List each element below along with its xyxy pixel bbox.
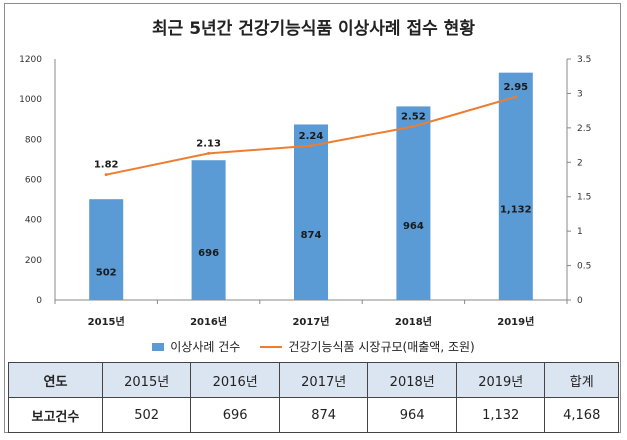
table-header-row: 연도 2015년 2016년 2017년 2018년 2019년 합계	[8, 362, 619, 398]
legend-swatch-bar	[152, 342, 165, 351]
bar	[191, 160, 226, 300]
y-left-tick-label: 600	[25, 176, 42, 186]
legend-swatch-line	[260, 345, 283, 348]
table-cell: 502	[101, 397, 192, 433]
legend: 이상사례 건수 건강기능식품 시장규모(매출액, 조원)	[0, 338, 627, 355]
table-row: 보고건수 502 696 874 964 1,132 4,168	[8, 397, 619, 433]
y-right-tick-label: 2.5	[577, 124, 591, 134]
bar	[294, 124, 328, 300]
table-cell: 1,132	[455, 397, 546, 433]
bar	[89, 199, 124, 300]
legend-item-bar: 이상사례 건수	[152, 338, 240, 355]
y-right-tick-label: 0	[577, 296, 583, 306]
table-header-cell: 2018년	[367, 362, 457, 398]
line-point	[104, 173, 108, 177]
line-data-label: 2.52	[401, 111, 426, 122]
line-data-label: 2.24	[299, 131, 324, 142]
x-tick-label: 2018년	[395, 315, 432, 328]
y-left-tick-label: 0	[36, 296, 42, 306]
table-header-cell: 2015년	[101, 362, 192, 398]
line-point	[514, 95, 518, 99]
x-tick-label: 2017년	[292, 315, 329, 328]
y-left-tick-label: 200	[25, 256, 42, 266]
line-point	[207, 151, 211, 155]
bar-data-label: 502	[96, 268, 117, 279]
line-data-label: 1.82	[94, 160, 119, 171]
table-header-cell: 연도	[8, 362, 103, 398]
x-tick-label: 2019년	[497, 315, 534, 328]
y-left-tick-label: 1000	[19, 95, 42, 105]
legend-label-bar: 이상사례 건수	[170, 340, 241, 354]
y-left-tick-label: 400	[25, 216, 42, 226]
table-header-cell: 2017년	[278, 362, 369, 398]
table-cell: 874	[278, 397, 369, 433]
bar	[396, 106, 431, 300]
legend-label-line: 건강기능식품 시장규모(매출액, 조원)	[288, 340, 475, 354]
chart-title: 최근 5년간 건강기능식품 이상사례 접수 현황	[152, 19, 475, 39]
legend-item-line: 건강기능식품 시장규모(매출액, 조원)	[260, 338, 475, 355]
y-right-tick-label: 3	[577, 89, 583, 99]
table-cell: 4,168	[544, 397, 619, 433]
bar-data-label: 874	[301, 230, 322, 241]
x-tick-label: 2015년	[88, 315, 125, 328]
table-header-cell: 2016년	[190, 362, 280, 398]
table-header-cell: 2019년	[455, 362, 546, 398]
y-right-tick-label: 0.5	[577, 262, 591, 272]
y-right-tick-label: 1.5	[577, 193, 591, 203]
bar-data-label: 1,132	[500, 204, 532, 215]
table-cell: 696	[190, 397, 280, 433]
y-left-tick-label: 1200	[19, 55, 42, 65]
x-tick-label: 2016년	[190, 315, 227, 328]
bar-data-label: 696	[198, 248, 219, 259]
y-right-tick-label: 2	[577, 158, 583, 168]
bar	[498, 72, 533, 300]
y-right-tick-label: 3.5	[577, 55, 591, 65]
bar-data-label: 964	[403, 221, 424, 232]
y-right-tick-label: 1	[577, 227, 583, 237]
data-table: 연도 2015년 2016년 2017년 2018년 2019년 합계 보고건수…	[8, 362, 619, 433]
table-header-cell: 합계	[544, 362, 619, 398]
table-cell: 964	[367, 397, 457, 433]
line-point	[309, 144, 313, 148]
line-point	[411, 124, 415, 128]
line-data-label: 2.13	[196, 138, 221, 149]
y-left-tick-label: 800	[25, 135, 42, 145]
table-cell: 보고건수	[8, 397, 103, 433]
chart-frame	[4, 3, 621, 433]
line-data-label: 2.95	[503, 82, 528, 93]
